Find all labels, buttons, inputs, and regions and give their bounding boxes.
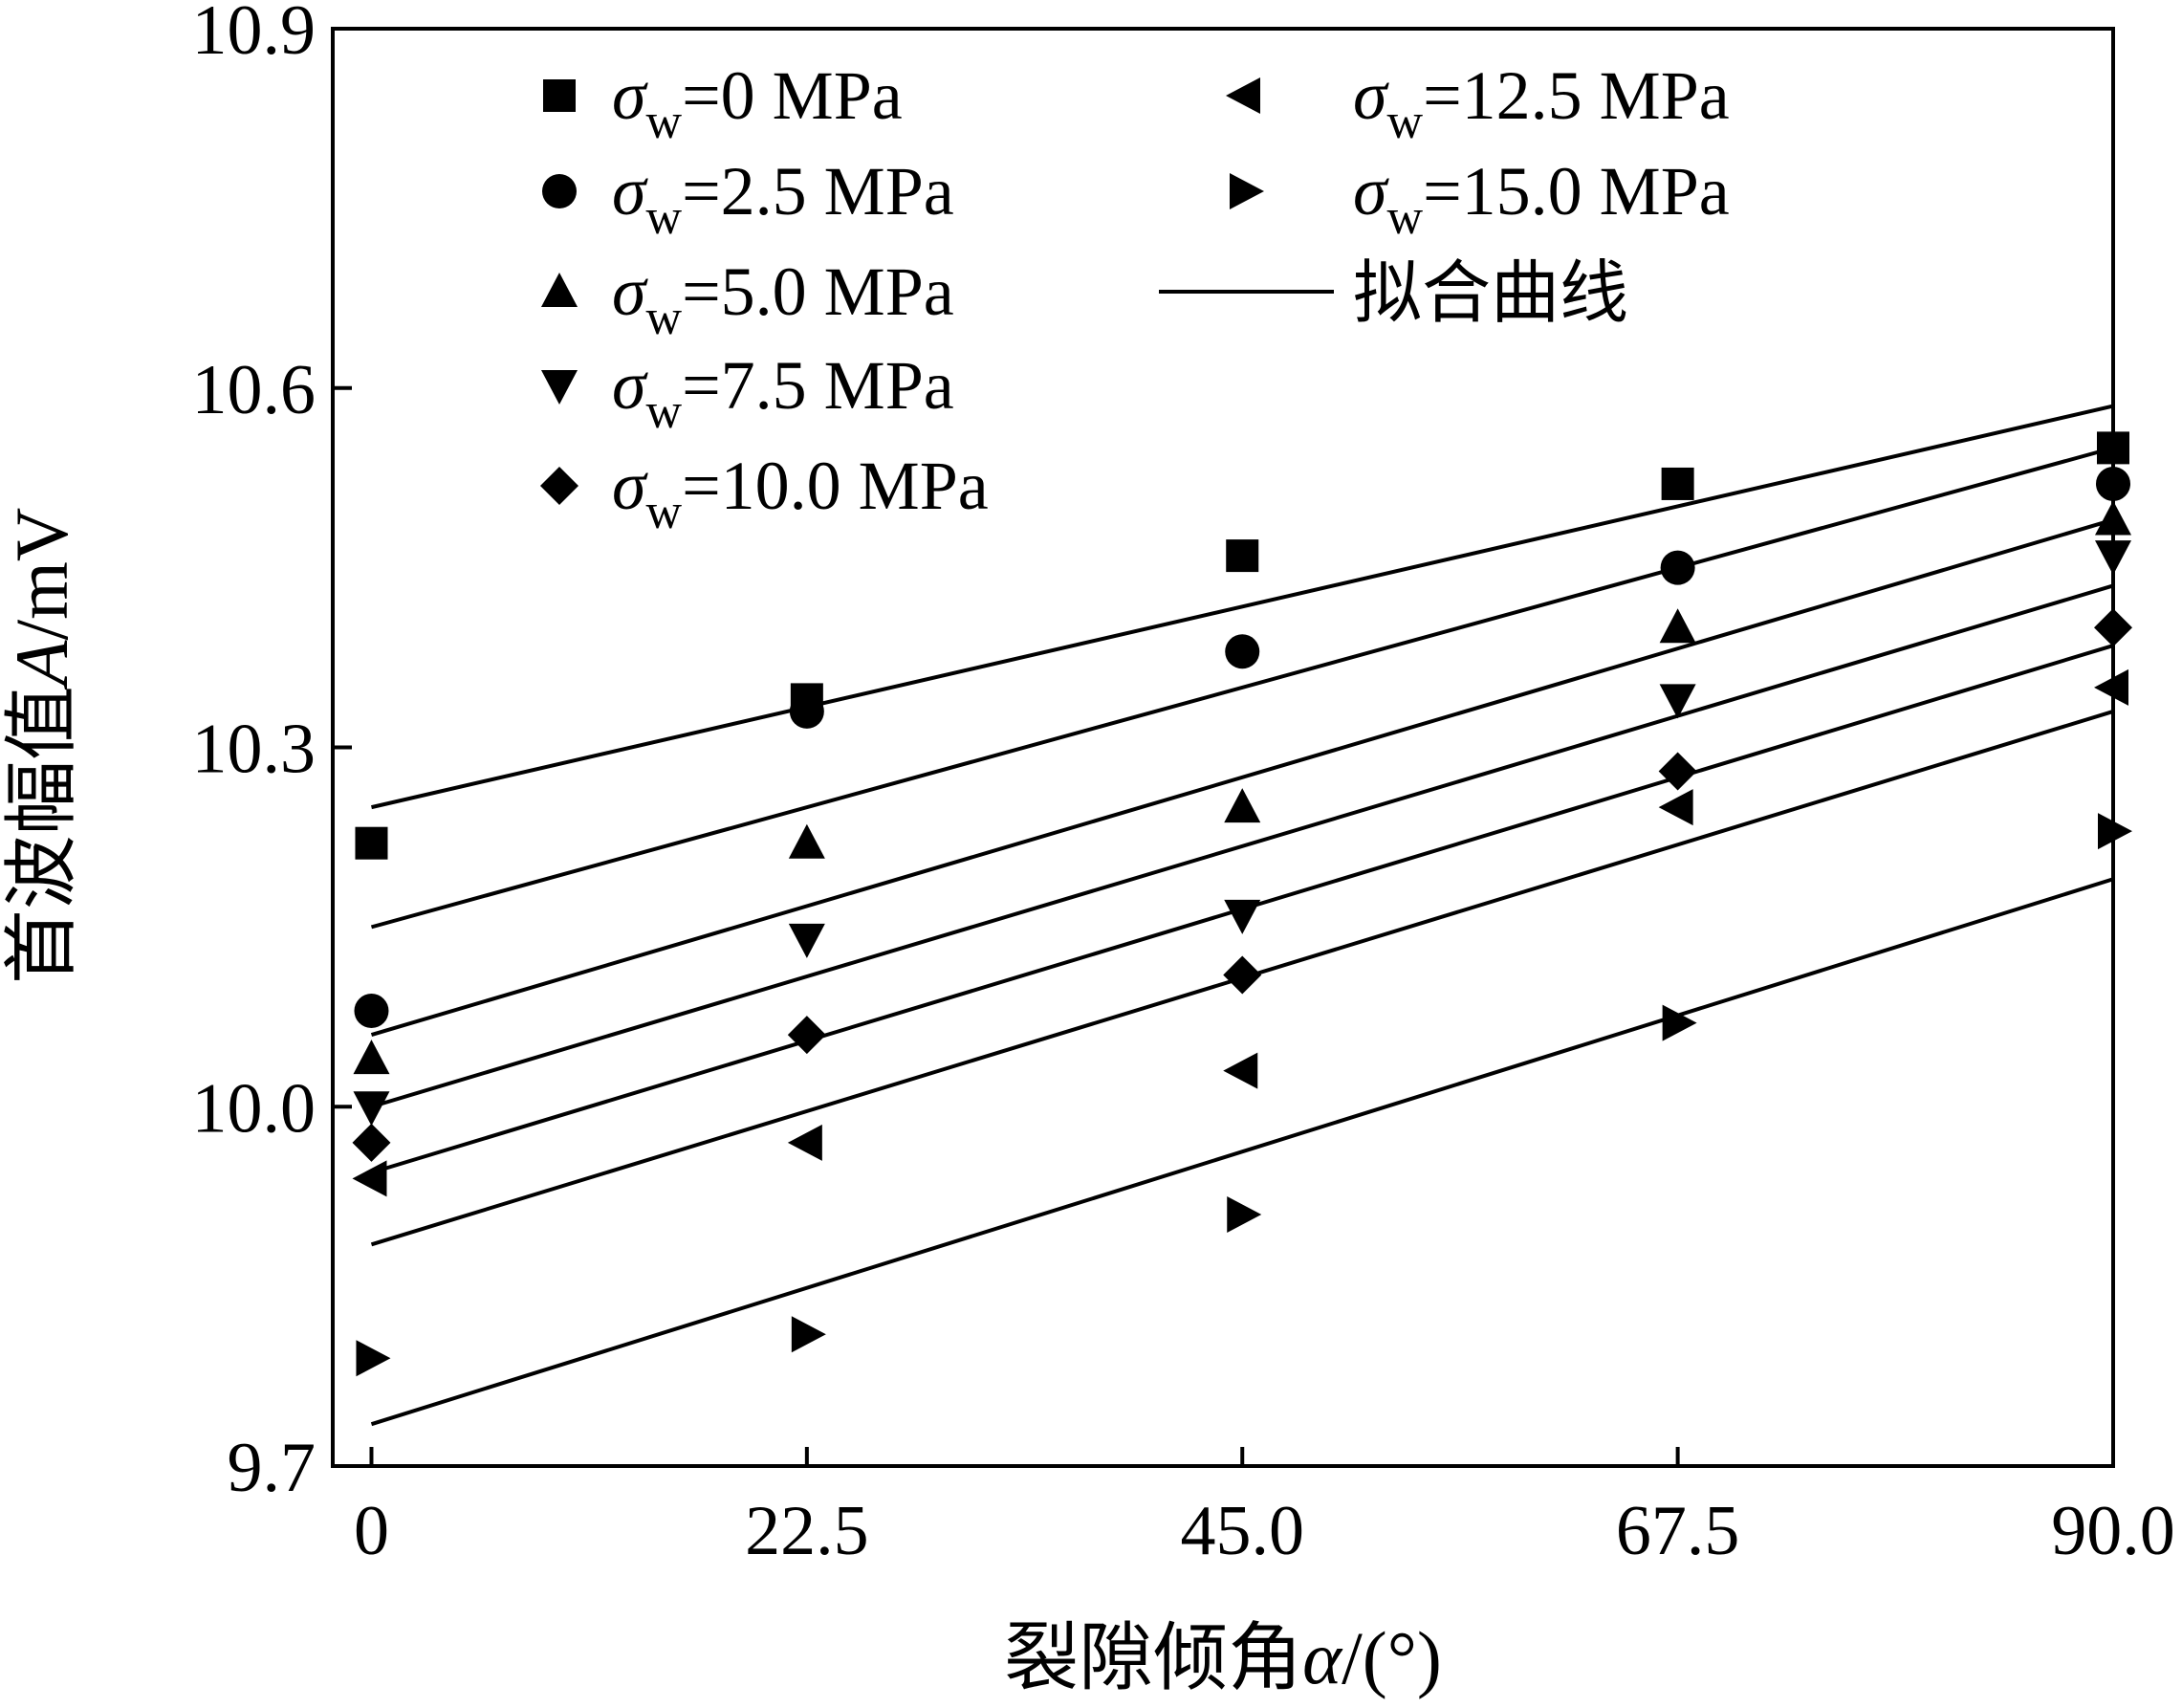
data-point [1226, 539, 1259, 573]
legend-label: σw=2.5 MPa [612, 153, 954, 245]
legend-sigma: σ [1353, 57, 1389, 134]
data-point [2094, 668, 2128, 706]
x-tick-label: 22.5 [745, 1492, 869, 1570]
legend-value: =15.0 MPa [1423, 153, 1730, 230]
fit-line [370, 583, 2114, 1109]
data-point [789, 693, 824, 729]
legend-marker [542, 174, 577, 208]
legend-subscript: w [1387, 95, 1424, 149]
legend-sigma: σ [612, 153, 648, 230]
legend-marker [541, 273, 578, 307]
x-tick-label: 90.0 [2051, 1492, 2175, 1570]
data-point [355, 826, 388, 860]
x-axis-title: 裂隙倾角α/(°) [1004, 1616, 1442, 1699]
data-point [2094, 608, 2132, 647]
legend-marker [1230, 173, 1264, 209]
legend-sigma: σ [612, 57, 648, 134]
data-point [1224, 899, 1261, 934]
data-point [2095, 540, 2131, 576]
data-point [1224, 788, 1261, 823]
x-axis: 0 22.5 45.0 67.5 90.0 [354, 1447, 2175, 1570]
legend-subscript: w [646, 190, 683, 245]
data-point [1659, 608, 1696, 644]
legend-subscript: w [646, 384, 683, 439]
data-point [353, 1091, 390, 1127]
data-point [791, 1316, 826, 1353]
data-point [353, 1040, 390, 1075]
y-tick-label: 10.0 [192, 1069, 316, 1148]
legend-marker [543, 79, 576, 112]
legend-marker [541, 370, 578, 405]
data-point [1661, 467, 1694, 500]
legend-value: =0 MPa [682, 57, 903, 134]
plot-frame [331, 27, 2115, 1468]
data-point [1223, 955, 1262, 995]
y-axis-title: 首波幅值A/mV [0, 508, 83, 984]
legend-value: =7.5 MPa [682, 347, 954, 424]
data-markers [352, 431, 2132, 1377]
legend-label: σw=12.5 MPa [1353, 57, 1730, 149]
legend-subscript: w [1387, 190, 1424, 245]
legend-value: =5.0 MPa [682, 253, 954, 330]
data-point [356, 1340, 391, 1377]
data-point [1658, 752, 1697, 791]
x-tick-label: 45.0 [1180, 1492, 1304, 1570]
data-point [788, 923, 825, 958]
legend-value: =12.5 MPa [1423, 57, 1730, 134]
fit-line [370, 446, 2114, 930]
data-point [2097, 431, 2129, 465]
x-tick-label: 67.5 [1616, 1492, 1740, 1570]
y-tick-label: 10.6 [192, 351, 316, 429]
legend-value: =2.5 MPa [682, 153, 954, 230]
legend-value: =10.0 MPa [682, 448, 989, 524]
y-axis: 9.7 10.0 10.3 10.6 10.9 [192, 0, 352, 1507]
data-point [1223, 1052, 1258, 1089]
legend-sigma: σ [612, 448, 648, 524]
data-point [1225, 634, 1260, 669]
legend-label: σw=7.5 MPa [612, 347, 954, 439]
data-point [2098, 813, 2132, 850]
data-point [788, 823, 825, 859]
legend-subscript: w [646, 291, 683, 345]
legend-marker [1226, 77, 1260, 114]
legend-marker [540, 467, 578, 505]
legend-sigma: σ [612, 347, 648, 424]
data-point [1659, 684, 1696, 719]
legend-subscript: w [646, 95, 683, 149]
data-point [1658, 789, 1693, 826]
fit-lines [370, 404, 2114, 1427]
legend-label: σw=5.0 MPa [612, 253, 954, 345]
data-point [787, 1124, 822, 1161]
legend-subscript: w [646, 485, 683, 539]
data-point [2096, 466, 2130, 501]
legend-sigma: σ [612, 253, 648, 330]
legend-fit-label: 拟合曲线 [1353, 255, 1628, 332]
legend-label: σw=10.0 MPa [612, 448, 989, 539]
y-tick-label: 10.9 [192, 0, 316, 70]
data-point [787, 1016, 826, 1055]
y-tick-label: 9.7 [228, 1429, 316, 1507]
data-point [1227, 1195, 1262, 1233]
x-tick-label: 0 [354, 1492, 389, 1570]
fit-line [370, 877, 2114, 1427]
fit-line [370, 517, 2114, 1038]
data-point [354, 994, 389, 1029]
legend-label: σw=15.0 MPa [1353, 153, 1730, 245]
data-point [352, 1123, 391, 1162]
y-tick-label: 10.3 [192, 711, 316, 789]
data-point [2095, 500, 2131, 536]
data-point [1662, 1004, 1697, 1041]
fit-line [371, 404, 2114, 810]
data-point [352, 1160, 387, 1197]
legend-sigma: σ [1353, 153, 1389, 230]
data-point [1660, 550, 1695, 585]
legend-label: σw=0 MPa [612, 57, 903, 149]
